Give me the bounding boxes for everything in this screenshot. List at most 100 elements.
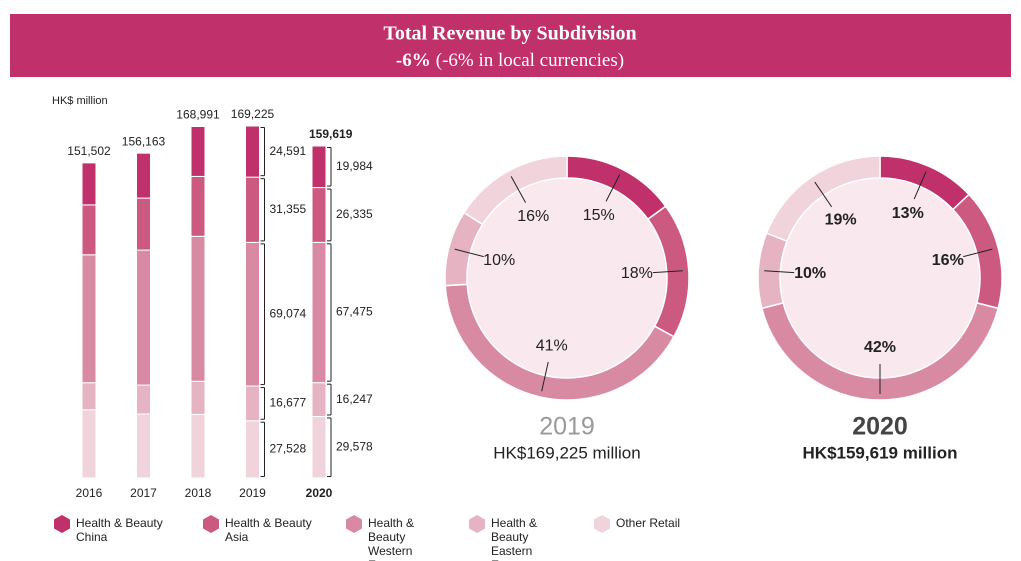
legend-swatch <box>346 515 362 533</box>
bar-segment <box>311 382 327 417</box>
legend-hexagon <box>54 515 70 533</box>
bar-segment <box>81 382 97 411</box>
value-label: 42% <box>864 339 896 356</box>
value-label: 15% <box>583 207 615 224</box>
value-label: 27,528 <box>270 442 307 456</box>
bar-segment <box>311 145 327 189</box>
bar-segment <box>245 176 260 243</box>
legend-label: Other Retail <box>616 516 681 530</box>
value-label: 18% <box>621 265 653 282</box>
bar-segment <box>136 249 151 386</box>
legend-hexagon <box>203 515 219 533</box>
legend-swatch <box>469 515 485 533</box>
leader-line <box>814 181 833 208</box>
bar-segment <box>190 235 206 382</box>
bar-segment <box>136 384 151 415</box>
chart-title: Total Revenue by Subdivision <box>383 23 636 45</box>
bar-segment <box>190 175 206 237</box>
value-label: 10% <box>483 252 515 269</box>
bar-segment <box>190 413 206 479</box>
legend-hexagon <box>346 515 362 533</box>
legend-hexagon <box>469 515 485 533</box>
donut-subtitle: HK$169,225 million <box>493 443 640 462</box>
legend-label: Health & Beauty Eastern Europe <box>491 516 538 561</box>
leader-line <box>605 174 621 202</box>
legend-swatch <box>203 515 219 533</box>
value-label: 29,578 <box>336 439 373 453</box>
total-label: 168,991 <box>176 108 220 122</box>
bar-segment <box>81 409 97 479</box>
value-label: 24,591 <box>270 144 307 158</box>
donut-title: 2019 <box>539 413 595 441</box>
total-label: 159,619 <box>309 127 353 141</box>
leader-line <box>913 171 927 200</box>
unit-label: HK$ million <box>52 95 108 107</box>
bar-segment <box>311 187 327 243</box>
leader-line <box>963 248 993 258</box>
value-label: 69,074 <box>270 306 307 320</box>
total-label: 156,163 <box>122 134 166 148</box>
legend-label: Health & Beauty Western Europe <box>368 516 415 561</box>
bar-segment <box>245 420 260 479</box>
legend-item: Other Retail <box>593 514 693 534</box>
bar-segment <box>81 162 97 206</box>
x-tick-label: 2020 <box>306 486 333 500</box>
bar-segment <box>245 241 260 387</box>
value-label: 67,475 <box>336 305 373 319</box>
bar-segment <box>311 241 327 384</box>
x-tick-label: 2019 <box>239 486 266 500</box>
donut-title: 2020 <box>852 413 908 441</box>
x-tick-label: 2017 <box>130 486 157 500</box>
legend-swatch <box>54 515 70 533</box>
leader-line <box>454 248 484 258</box>
bar-segment <box>311 415 327 479</box>
value-label: 16% <box>932 252 964 269</box>
leader-line <box>652 270 683 274</box>
bar-segment <box>245 385 260 422</box>
legend-item: Health & Beauty Western Europe <box>345 514 435 561</box>
donut-subtitle: HK$159,619 million <box>803 443 958 462</box>
legend-item: Health & Beauty Eastern Europe <box>468 514 558 561</box>
x-tick-label: 2018 <box>185 486 212 500</box>
value-label: 19,984 <box>336 159 373 173</box>
value-label: 31,355 <box>270 202 307 216</box>
value-label: 16% <box>517 208 549 225</box>
bar-segment <box>81 204 97 256</box>
total-label: 169,225 <box>231 107 275 121</box>
value-label: 19% <box>825 211 857 228</box>
donut-center <box>467 178 667 378</box>
value-label: 13% <box>892 205 924 222</box>
leader-line <box>764 270 795 274</box>
x-tick-label: 2016 <box>76 486 103 500</box>
bar-segment <box>136 197 151 251</box>
donut-center <box>780 178 980 378</box>
value-label: 26,335 <box>336 207 373 221</box>
subtitle-text: (-6% in local currencies) <box>436 50 624 71</box>
donut-segment <box>765 155 881 243</box>
chart-subtitle: -6% (-6% in local currencies) <box>396 50 624 71</box>
legend-swatch <box>594 515 610 533</box>
value-label: 10% <box>794 265 826 282</box>
legend-item: Health & Beauty Asia <box>202 514 322 544</box>
bar-segment <box>190 125 206 177</box>
legend-hexagon <box>594 515 610 533</box>
bar-segment <box>245 125 260 178</box>
bar-segment <box>136 413 151 479</box>
leader-line <box>510 176 527 203</box>
total-label: 151,502 <box>67 144 111 158</box>
legend-label: Health & Beauty China <box>76 516 163 544</box>
subtitle-bold: -6% <box>396 50 431 71</box>
legend-label: Health & Beauty Asia <box>225 516 312 544</box>
value-label: 41% <box>536 338 568 355</box>
bar-segment <box>81 254 97 384</box>
value-label: 16,247 <box>336 392 373 406</box>
header-band <box>10 14 1011 77</box>
leader-line <box>541 361 549 392</box>
bar-segment <box>136 152 151 199</box>
value-label: 16,677 <box>270 396 307 410</box>
legend-item: Health & Beauty China <box>53 514 173 544</box>
donut-segment <box>462 155 568 226</box>
bar-segment <box>190 380 206 415</box>
